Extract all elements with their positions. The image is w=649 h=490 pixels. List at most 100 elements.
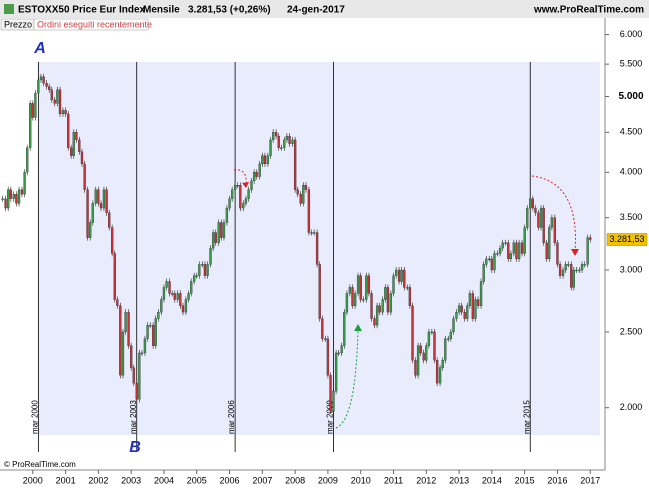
candle <box>9 189 12 199</box>
x-tick-label: 2015 <box>515 475 535 485</box>
candle <box>261 155 264 165</box>
candle <box>7 189 10 209</box>
candle <box>488 258 491 261</box>
candle <box>447 338 450 340</box>
candle <box>531 198 535 209</box>
candle <box>151 325 155 346</box>
tab-price-label[interactable]: Prezzo <box>4 19 32 29</box>
candle <box>570 264 573 288</box>
candle <box>373 318 376 326</box>
candle <box>280 147 283 149</box>
candle <box>119 305 122 376</box>
header-bar <box>0 0 649 18</box>
candle <box>99 203 103 209</box>
candle <box>537 212 540 228</box>
candle <box>179 293 182 306</box>
shaded-region <box>38 62 600 435</box>
candle <box>23 172 26 195</box>
candle <box>561 269 565 276</box>
candle <box>400 269 403 282</box>
candle <box>108 212 111 228</box>
candle <box>362 299 365 301</box>
x-tick-label: 2008 <box>285 475 305 485</box>
candle <box>4 198 7 209</box>
candle <box>463 311 466 319</box>
y-tick-label: 3.000 <box>620 264 643 274</box>
tab-orders-label[interactable]: Ordini eseguiti recentemente <box>37 19 152 29</box>
candle <box>406 287 409 289</box>
candle <box>53 99 56 104</box>
candle <box>272 132 275 141</box>
candle <box>452 318 455 333</box>
candle <box>575 269 578 272</box>
candle <box>138 352 141 400</box>
site: www.ProRealTime.com <box>533 5 644 16</box>
candle <box>416 345 420 376</box>
candle <box>184 299 188 313</box>
candle <box>318 264 321 319</box>
candle <box>102 189 106 209</box>
candle <box>476 299 480 306</box>
candle <box>135 382 138 400</box>
tab-orders[interactable] <box>33 18 149 31</box>
last-price-label: 3.281,53 <box>609 234 644 244</box>
candle <box>343 311 346 346</box>
candle <box>556 242 559 265</box>
vertical-line-label: mar 2003 <box>129 400 138 434</box>
candle <box>239 185 242 209</box>
y-tick-label: 2.500 <box>620 326 643 336</box>
candle <box>277 135 280 148</box>
candle <box>48 86 51 90</box>
candle <box>498 247 502 254</box>
candle <box>296 189 299 195</box>
arrow <box>531 175 576 253</box>
candle <box>124 311 127 333</box>
candle <box>291 139 294 144</box>
candle <box>39 76 43 81</box>
annotation: B <box>129 439 141 456</box>
candle <box>534 207 537 213</box>
candle <box>353 293 357 306</box>
candle <box>154 318 157 346</box>
annotation: A <box>33 40 46 57</box>
candle <box>375 305 379 326</box>
x-tick-label: 2014 <box>482 475 502 485</box>
candle <box>201 264 204 266</box>
candle <box>485 258 488 265</box>
x-tick-label: 2000 <box>23 475 43 485</box>
candle <box>334 352 338 392</box>
candle <box>233 185 237 190</box>
y-tick-label: 4.500 <box>620 127 643 137</box>
candle <box>542 207 545 243</box>
candle <box>132 367 135 384</box>
candle <box>225 207 229 223</box>
candle <box>425 345 428 361</box>
candle <box>572 269 575 288</box>
candle <box>211 232 215 249</box>
candle <box>427 331 431 346</box>
candle <box>15 194 18 204</box>
candle <box>324 338 327 340</box>
vertical-line-label: mar 2006 <box>227 400 236 434</box>
candle <box>29 103 32 148</box>
x-tick-label: 2003 <box>121 475 141 485</box>
candle <box>37 79 40 94</box>
candle <box>143 338 147 354</box>
candle <box>548 227 551 260</box>
candle <box>1 198 4 200</box>
candle <box>359 275 362 300</box>
candle <box>340 345 343 354</box>
candle <box>315 232 319 265</box>
x-tick-label: 2009 <box>318 475 338 485</box>
candle <box>220 222 223 238</box>
candle <box>83 163 86 190</box>
candle <box>389 293 393 313</box>
candle <box>365 275 368 300</box>
candle <box>348 287 352 294</box>
candle <box>558 264 562 276</box>
candle <box>31 103 34 118</box>
candle <box>190 281 193 294</box>
candle <box>550 217 554 228</box>
candle <box>274 132 278 137</box>
candle <box>589 237 592 240</box>
